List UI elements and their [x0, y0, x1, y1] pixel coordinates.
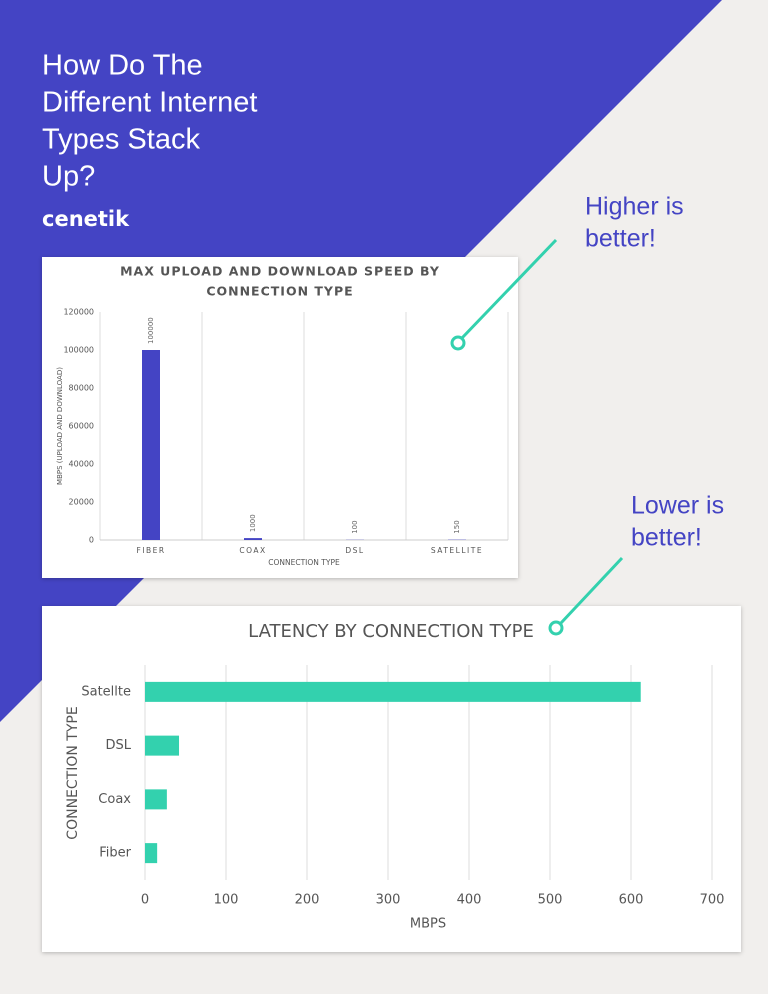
card: [42, 606, 741, 952]
bar: [145, 735, 180, 756]
annotation: better!: [585, 225, 656, 253]
x-tick-label: 200: [295, 893, 320, 908]
pointer-line: [559, 556, 624, 625]
bar: [244, 538, 262, 540]
bar: [145, 789, 167, 810]
data-label: 100: [351, 520, 359, 533]
bar: [142, 350, 160, 540]
headline: Up?: [42, 161, 95, 193]
x-tick-label: SATELLITE: [431, 546, 483, 555]
annotation: Lower is: [631, 492, 724, 520]
y-axis-label: MBPS (UPLOAD AND DOWNLOAD): [56, 367, 64, 485]
y-tick-label: 40000: [69, 460, 94, 469]
y-tick-label: 0: [89, 536, 94, 545]
y-tick-label: Satellte: [81, 684, 131, 699]
y-tick-label: 80000: [69, 384, 94, 393]
y-tick-label: 20000: [69, 498, 94, 507]
data-label: 150: [453, 520, 461, 533]
data-label: 100000: [147, 317, 155, 344]
headline: How Do The: [42, 50, 203, 82]
pointer-dot: [548, 620, 564, 636]
x-tick-label: 300: [376, 893, 401, 908]
x-tick-label: 0: [141, 893, 149, 908]
brand: cenetik: [42, 207, 130, 231]
y-tick-label: 60000: [69, 422, 94, 431]
x-tick-label: DSL: [345, 546, 364, 555]
y-tick-label: 120000: [63, 308, 94, 317]
x-tick-label: 700: [700, 893, 725, 908]
pointer-line: [460, 238, 558, 340]
y-axis-label: CONNECTION TYPE: [65, 706, 81, 839]
headline: Types Stack: [42, 124, 200, 156]
x-axis-label: MBPS: [410, 917, 446, 932]
data-label: 1000: [249, 514, 257, 532]
x-tick-label: 400: [457, 893, 482, 908]
pointer-dot: [450, 335, 466, 351]
x-axis-label: CONNECTION TYPE: [268, 558, 340, 567]
y-tick-label: Coax: [98, 792, 131, 807]
chart-title: LATENCY BY CONNECTION TYPE: [248, 621, 534, 642]
x-tick-label: FIBER: [136, 546, 165, 555]
headline: Different Internet: [42, 87, 257, 119]
card: [42, 257, 518, 578]
y-tick-label: 100000: [63, 346, 94, 355]
x-tick-label: 100: [214, 893, 239, 908]
y-tick-label: Fiber: [99, 846, 131, 861]
x-tick-label: 500: [538, 893, 563, 908]
chart-title: MAX UPLOAD AND DOWNLOAD SPEED BY: [120, 264, 440, 279]
y-tick-label: DSL: [105, 738, 131, 753]
bar: [145, 681, 641, 702]
annotation: Higher is: [585, 193, 684, 221]
x-tick-label: COAX: [239, 546, 266, 555]
bar: [145, 843, 158, 864]
chart-title: CONNECTION TYPE: [206, 284, 353, 299]
annotation: better!: [631, 524, 702, 552]
x-tick-label: 600: [619, 893, 644, 908]
